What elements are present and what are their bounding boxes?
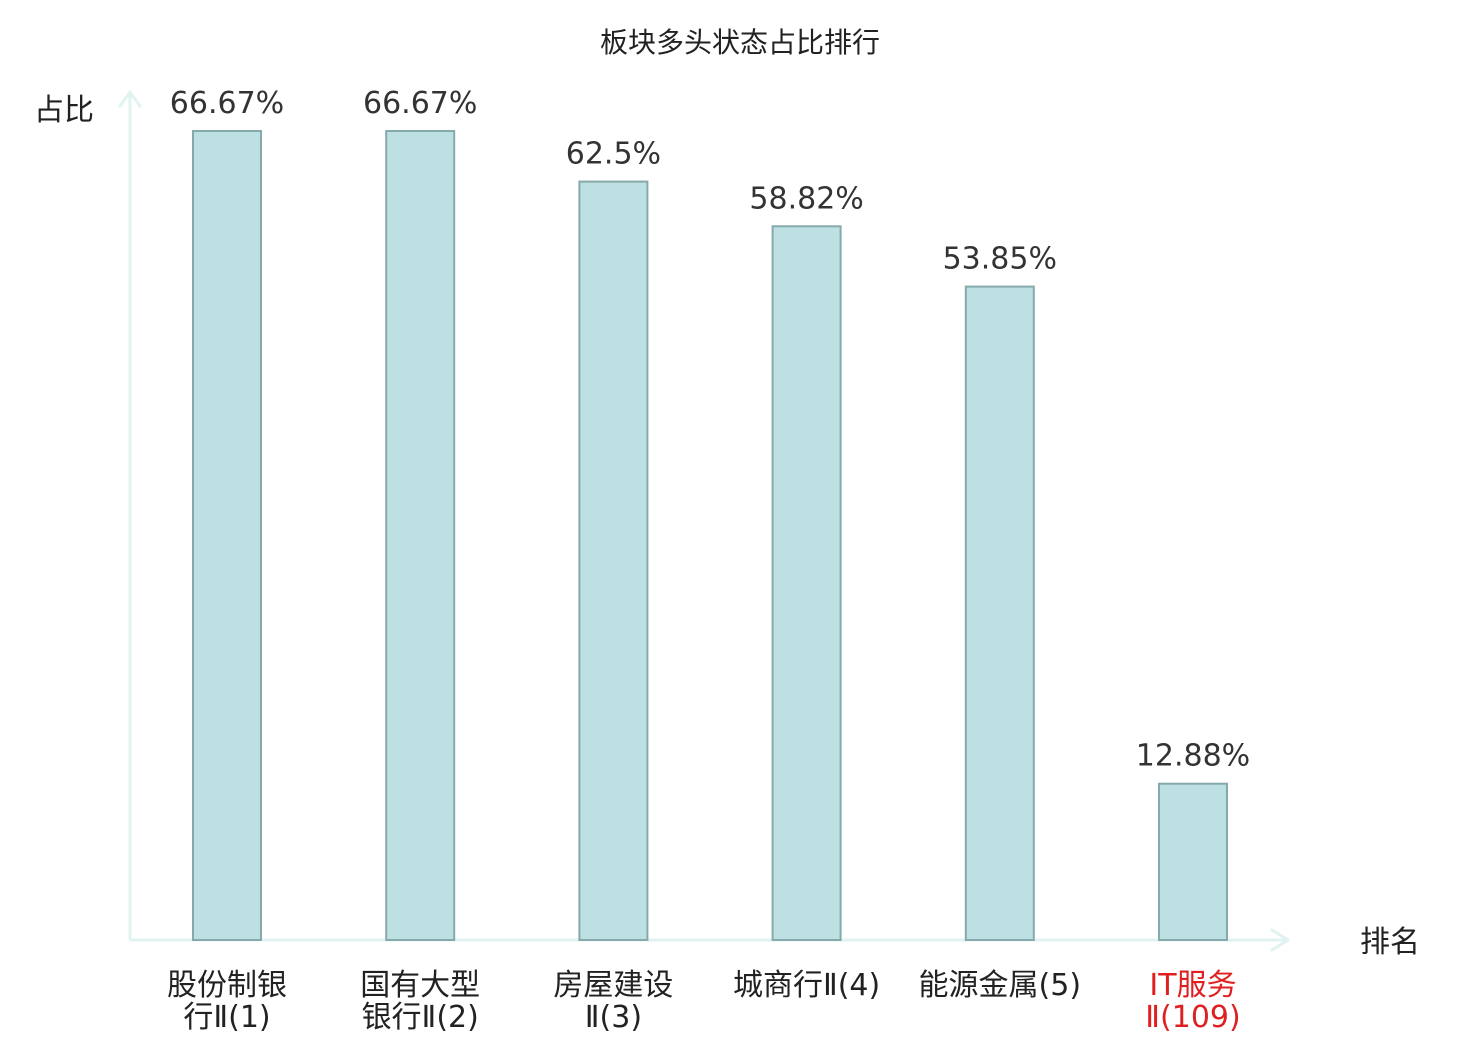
- category-label-6-line-2: Ⅱ(109): [1145, 1000, 1240, 1035]
- bar-6: [1158, 782, 1228, 942]
- value-label-4: 58.82%: [749, 181, 863, 216]
- category-label-3-line-2: Ⅱ(3): [585, 1000, 642, 1035]
- category-label-5-line-1: 能源金属(5): [919, 968, 1082, 1003]
- value-label-5: 53.85%: [943, 242, 1057, 277]
- value-labels: 66.67% 66.67% 62.5% 58.82% 53.85% 12.88%: [170, 86, 1250, 774]
- category-label-6-line-1: IT服务: [1149, 968, 1236, 1003]
- category-label-3-line-1: 房屋建设: [553, 968, 673, 1003]
- bar-2: [385, 130, 456, 941]
- y-axis-label: 占比: [34, 93, 94, 128]
- value-label-3: 62.5%: [566, 137, 661, 172]
- x-axis-label: 排名: [1360, 925, 1420, 960]
- bar-series: [192, 130, 1228, 942]
- bar-4: [771, 225, 842, 942]
- category-label-2-line-2: 银行Ⅱ(2): [362, 1000, 479, 1035]
- category-label-1-line-1: 股份制银: [167, 968, 287, 1003]
- bar-5: [964, 285, 1035, 942]
- y-axis: [118, 90, 142, 940]
- bar-3: [578, 180, 649, 942]
- value-label-1: 66.67%: [170, 86, 284, 121]
- category-label-1-line-2: 行Ⅱ(1): [183, 1000, 270, 1035]
- bar-1: [192, 130, 262, 941]
- value-label-2: 66.67%: [363, 86, 477, 121]
- chart-title: 板块多头状态占比排行: [600, 26, 880, 59]
- value-label-6: 12.88%: [1136, 739, 1250, 774]
- x-axis: [130, 928, 1290, 952]
- category-label-2-line-1: 国有大型: [360, 968, 480, 1003]
- category-label-4-line-1: 城商行Ⅱ(4): [733, 968, 880, 1003]
